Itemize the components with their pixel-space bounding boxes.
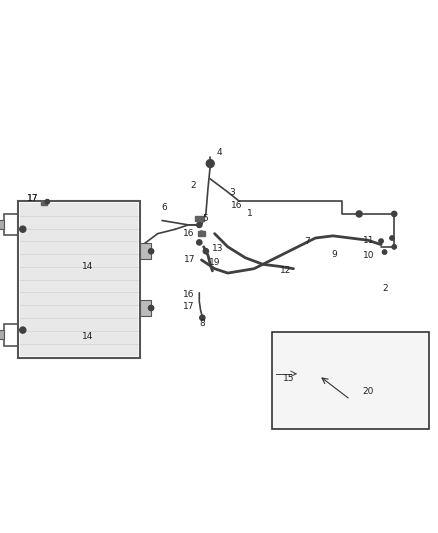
Circle shape <box>392 211 397 216</box>
Circle shape <box>20 226 26 232</box>
Text: 15: 15 <box>283 374 295 383</box>
Bar <box>0 330 4 339</box>
Text: 2: 2 <box>190 181 195 190</box>
Text: 6: 6 <box>161 203 167 212</box>
Circle shape <box>390 236 394 240</box>
Text: 14: 14 <box>82 262 93 271</box>
Text: 9: 9 <box>331 250 337 259</box>
Text: 13: 13 <box>212 245 224 254</box>
Text: 17: 17 <box>184 255 195 264</box>
Text: 5: 5 <box>202 214 208 223</box>
Circle shape <box>200 315 205 320</box>
Text: 16: 16 <box>183 290 194 300</box>
Text: 7: 7 <box>304 237 310 246</box>
Bar <box>140 300 151 316</box>
Circle shape <box>45 199 49 204</box>
Text: 12: 12 <box>280 266 291 276</box>
Text: 17: 17 <box>27 194 39 203</box>
Text: 4: 4 <box>216 148 222 157</box>
Bar <box>140 244 151 259</box>
Bar <box>20 203 138 356</box>
Bar <box>0 220 4 229</box>
Text: 1: 1 <box>247 209 253 219</box>
Bar <box>195 216 204 221</box>
Circle shape <box>148 305 154 311</box>
Circle shape <box>197 240 202 245</box>
Circle shape <box>353 373 364 384</box>
Bar <box>198 231 205 236</box>
Text: 11: 11 <box>363 236 374 245</box>
Circle shape <box>206 159 214 167</box>
Circle shape <box>379 239 383 243</box>
Text: 2: 2 <box>383 284 388 293</box>
Text: 16: 16 <box>231 201 242 209</box>
Circle shape <box>199 231 204 236</box>
Bar <box>18 201 140 359</box>
Text: 19: 19 <box>209 257 220 266</box>
Text: 8: 8 <box>199 319 205 328</box>
Bar <box>40 201 47 205</box>
Bar <box>321 376 332 381</box>
Circle shape <box>20 327 26 333</box>
Text: 16: 16 <box>183 229 194 238</box>
Circle shape <box>203 248 208 254</box>
Circle shape <box>392 245 396 249</box>
Circle shape <box>197 222 202 228</box>
Circle shape <box>382 250 387 254</box>
Circle shape <box>148 248 154 254</box>
Text: 20: 20 <box>362 387 374 396</box>
Text: 10: 10 <box>363 251 374 260</box>
Text: 14: 14 <box>82 332 93 341</box>
Circle shape <box>356 211 362 217</box>
Bar <box>272 332 429 429</box>
Text: 3: 3 <box>229 189 235 197</box>
Text: 17: 17 <box>27 194 39 203</box>
Text: 17: 17 <box>183 302 194 311</box>
